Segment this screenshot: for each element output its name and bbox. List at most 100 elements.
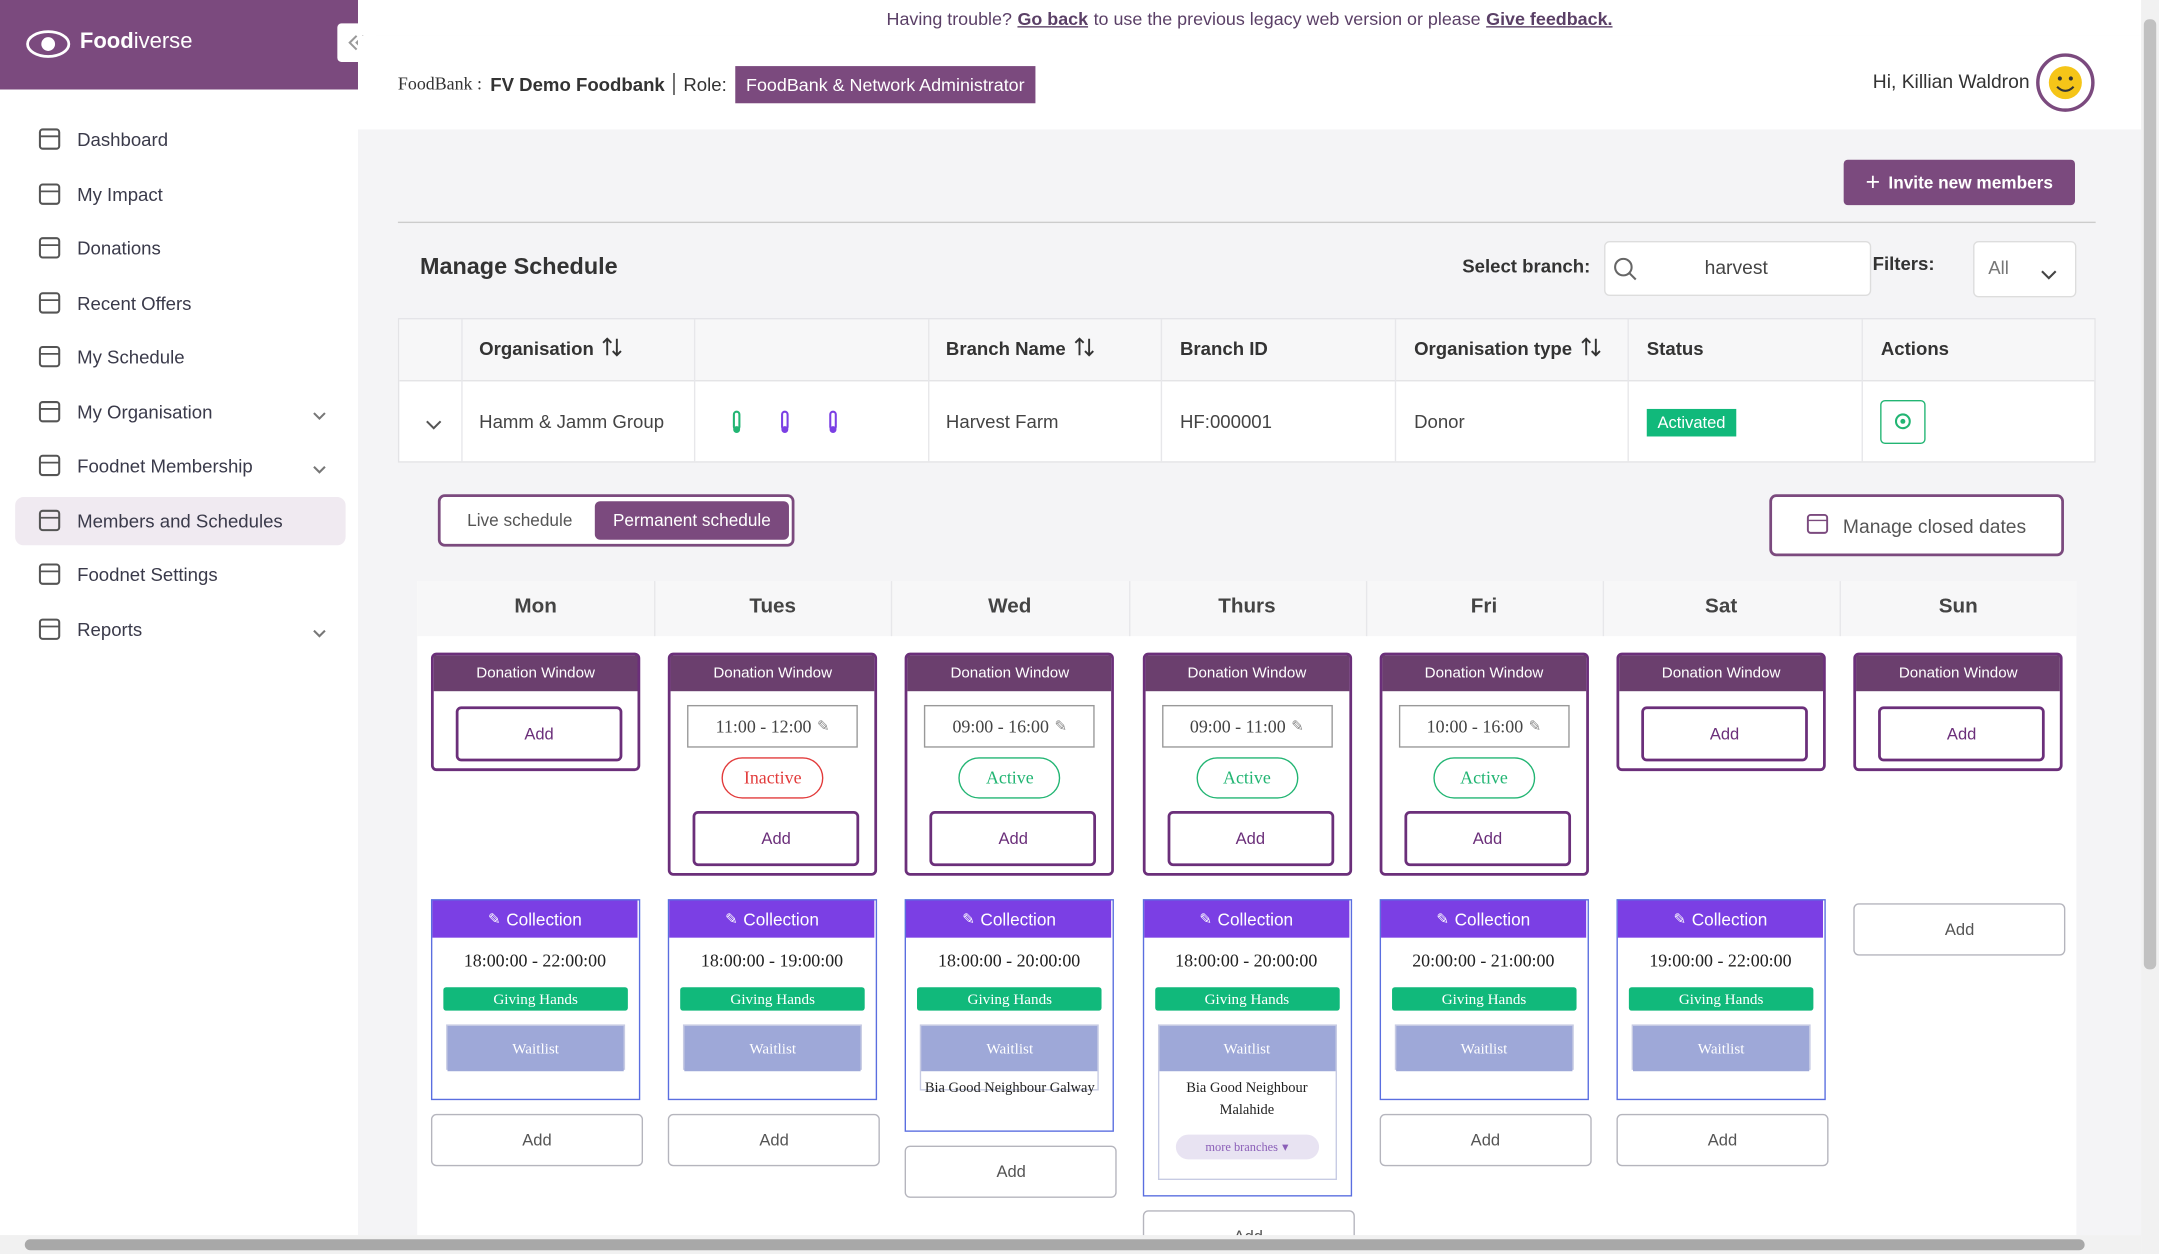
nav-item[interactable]: Foodnet Settings	[15, 551, 345, 599]
nav-icon-svg	[38, 509, 61, 532]
add-button[interactable]: Add	[1404, 810, 1571, 867]
collection-header[interactable]: ✎ Collection	[1617, 900, 1824, 938]
time-box[interactable]: 09:00 - 11:00 ✎	[1161, 704, 1333, 748]
column-header[interactable]: Organisation	[479, 318, 623, 380]
day-name: Tues	[749, 594, 797, 619]
nav-icon	[37, 344, 62, 369]
add-button[interactable]: Add	[430, 1113, 644, 1167]
add-button[interactable]: Add	[1379, 1113, 1592, 1167]
role-badge: FoodBank & Network Administrator	[735, 65, 1036, 103]
column-header: Branch ID	[1180, 318, 1268, 380]
nav-item[interactable]: Reports	[15, 606, 345, 654]
add-button[interactable]: Add	[1167, 810, 1334, 867]
more-label: more branches	[1205, 1140, 1279, 1154]
collection-time: 20:00:00 - 21:00:00	[1412, 950, 1555, 971]
col-divider	[1861, 319, 1863, 462]
nav-icon	[37, 235, 62, 260]
nav-item[interactable]: Dashboard	[15, 116, 345, 164]
waitlist: Waitlist	[683, 1024, 863, 1072]
nav-item[interactable]: Foodnet Membership	[15, 442, 345, 490]
collection-header[interactable]: ✎ Collection	[1380, 900, 1586, 938]
nav-label: Foodnet Membership	[77, 455, 253, 477]
nav-item[interactable]: My Schedule	[15, 333, 345, 381]
waitlist: Waitlist Bia Good Neighbour Malahide more …	[1157, 1024, 1337, 1181]
collection-header[interactable]: ✎ Collection	[1143, 900, 1349, 938]
collection-header[interactable]: ✎ Collection	[669, 900, 875, 938]
edit-icon: ✎	[725, 911, 738, 929]
add-button[interactable]: Add	[1616, 1113, 1829, 1167]
collection-header[interactable]: ✎ Collection	[432, 900, 638, 938]
cell: Harvest Farm	[945, 411, 1059, 432]
filter-dropdown[interactable]: All	[1973, 240, 2077, 298]
column-label: Branch ID	[1180, 338, 1268, 360]
waitlist: Waitlist Bia Good Neighbour Galway	[920, 1024, 1100, 1096]
nav-icon	[37, 291, 62, 316]
more-branches[interactable]: more branches ▾	[1175, 1134, 1319, 1160]
column-header: Status	[1647, 318, 1704, 380]
add-button[interactable]: Add	[929, 810, 1097, 867]
tab[interactable]: Live schedule	[467, 510, 573, 531]
collection-title: Collection	[743, 909, 819, 929]
closed-dates-label: Manage closed dates	[1842, 514, 2027, 537]
column-header[interactable]: Organisation type	[1414, 318, 1601, 380]
logo-bold: Food	[79, 30, 134, 54]
add-button[interactable]: Add	[1641, 706, 1808, 762]
add-button[interactable]: Add	[1878, 706, 2045, 762]
table-head-bg	[399, 319, 2095, 382]
add-button[interactable]: Add	[455, 706, 623, 762]
collection-header[interactable]: ✎ Collection	[906, 900, 1112, 938]
edit-icon: ✎	[1673, 911, 1687, 929]
time-box[interactable]: 10:00 - 16:00 ✎	[1398, 704, 1570, 748]
chevron-svg	[313, 629, 326, 638]
day-divider	[1128, 581, 1130, 637]
column-header: Actions	[1881, 318, 1949, 380]
nav-item[interactable]: My Organisation	[15, 388, 345, 436]
day-name: Sat	[1705, 594, 1738, 619]
collection-card: ✎ Collection 18:00:00 - 22:00:00 Giving Han…	[430, 899, 641, 1101]
select-branch-label: Select branch:	[1462, 256, 1591, 277]
time-box[interactable]: 09:00 - 16:00 ✎	[924, 704, 1096, 748]
greeting: Hi, Killian Waldron	[1872, 70, 2030, 93]
banner-link[interactable]: Go back	[1017, 7, 1089, 29]
chevron-svg	[313, 412, 326, 421]
logo-rest: iverse	[133, 30, 193, 54]
collection-time: 19:00:00 - 22:00:00	[1649, 950, 1792, 971]
time-box[interactable]: 11:00 - 12:00 ✎	[687, 704, 859, 748]
add-button[interactable]: Add	[905, 1145, 1118, 1198]
sort-icon	[1580, 337, 1601, 360]
search-box[interactable]: harvest	[1604, 240, 1872, 297]
nav-item[interactable]: Members and Schedules	[15, 497, 346, 546]
header: FoodBank : FV Demo Foodbank Role: FoodBank …	[357, 35, 2142, 130]
nav-item[interactable]: My Impact	[15, 171, 345, 219]
add-button[interactable]: Add	[692, 810, 860, 867]
edit-icon: ✎	[816, 718, 830, 736]
waitlist-entry: Bia Good Neighbour Galway	[924, 1080, 1095, 1097]
col-divider	[1627, 319, 1629, 462]
time-text: 10:00 - 16:00	[1426, 715, 1524, 736]
col-divider	[461, 319, 463, 462]
tab[interactable]: Permanent schedule	[594, 501, 789, 540]
banner-link[interactable]: Give feedback.	[1486, 7, 1613, 29]
day-divider	[891, 581, 893, 637]
nav-label: Reports	[77, 619, 143, 641]
invite-button[interactable]: + Invite new members	[1843, 159, 2075, 206]
nav-item[interactable]: Recent Offers	[15, 280, 345, 328]
expand-icon-svg	[426, 420, 442, 430]
add-button[interactable]: Add	[668, 1113, 881, 1167]
member-pill: Giving Hands	[1154, 987, 1340, 1011]
nav-item[interactable]: Donations	[15, 224, 345, 272]
logo-icon	[25, 25, 75, 64]
settings-button[interactable]	[1879, 399, 1926, 445]
add-button[interactable]: Add	[1853, 903, 2066, 956]
status-pill: Inactive	[721, 757, 824, 799]
collection-time: 18:00:00 - 20:00:00	[938, 950, 1081, 971]
chevron-svg	[2041, 270, 2057, 280]
collection-title: Collection	[980, 909, 1056, 929]
column-header[interactable]: Branch Name	[946, 318, 1095, 380]
chevron	[313, 405, 327, 421]
column-label: Branch Name	[945, 338, 1066, 360]
waitlist-header: Waitlist	[921, 1025, 1098, 1072]
time-text: 09:00 - 16:00	[952, 715, 1049, 736]
closed-dates-button[interactable]: Manage closed dates	[1769, 494, 2064, 557]
edit-icon: ✎	[1291, 718, 1304, 736]
